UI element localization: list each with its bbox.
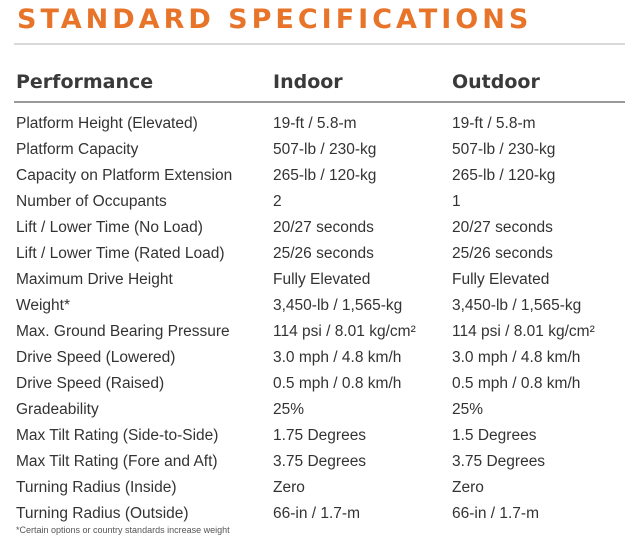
indoor-value: 3.75 Degrees [273, 453, 367, 470]
table-row: Drive Speed (Raised) 0.5 mph / 0.8 km/h 0.… [0, 371, 628, 397]
indoor-value: 2 [273, 193, 282, 210]
spec-label: Max Tilt Rating (Side-to-Side) [16, 427, 219, 444]
spec-label: Drive Speed (Lowered) [16, 349, 176, 366]
outdoor-value: 3,450-lb / 1,565-kg [452, 297, 582, 314]
spec-label: Max Tilt Rating (Fore and Aft) [16, 453, 218, 470]
table-row: Turning Radius (Inside) Zero Zero [0, 475, 628, 501]
page-title: STANDARD SPECIFICATIONS [17, 4, 533, 35]
indoor-value: 25% [273, 401, 305, 418]
spec-label: Capacity on Platform Extension [16, 167, 233, 184]
outdoor-value: 1.5 Degrees [452, 427, 537, 444]
table-row: Drive Speed (Lowered) 3.0 mph / 4.8 km/h 3… [0, 345, 628, 371]
table-row: Lift / Lower Time (Rated Load) 25/26 seco… [0, 241, 628, 267]
outdoor-value: Fully Elevated [452, 271, 550, 288]
footnote: *Certain options or country standards in… [16, 525, 230, 535]
indoor-value: 19-ft / 5.8-m [273, 115, 357, 132]
indoor-value: 265-lb / 120-kg [273, 167, 377, 184]
spec-label: Turning Radius (Inside) [16, 479, 177, 496]
table-row: Weight* 3,450-lb / 1,565-kg 3,450-lb / 1,5… [0, 293, 628, 319]
indoor-value: 0.5 mph / 0.8 km/h [273, 375, 402, 392]
outdoor-value: 25% [452, 401, 484, 418]
spec-label: Platform Height (Elevated) [16, 115, 198, 132]
table-header: Performance Indoor Outdoor [0, 71, 628, 99]
outdoor-value: 507-lb / 230-kg [452, 141, 556, 158]
indoor-value: 3,450-lb / 1,565-kg [273, 297, 403, 314]
table-row: Lift / Lower Time (No Load) 20/27 seconds… [0, 215, 628, 241]
outdoor-value: 3.0 mph / 4.8 km/h [452, 349, 581, 366]
table-row: Platform Height (Elevated) 19-ft / 5.8-m 1… [0, 111, 628, 137]
spec-label: Weight* [16, 297, 70, 314]
table-row: Number of Occupants 2 1 [0, 189, 628, 215]
table-row: Max. Ground Bearing Pressure 114 psi / 8.… [0, 319, 628, 345]
outdoor-value: 66-in / 1.7-m [452, 505, 540, 522]
spec-label: Lift / Lower Time (No Load) [16, 219, 203, 236]
table-row: Capacity on Platform Extension 265-lb / 1… [0, 163, 628, 189]
indoor-value: 66-in / 1.7-m [273, 505, 361, 522]
header-performance: Performance [16, 71, 154, 93]
header-divider [14, 101, 625, 103]
outdoor-value: 0.5 mph / 0.8 km/h [452, 375, 581, 392]
indoor-value: 114 psi / 8.01 kg/cm² [273, 323, 416, 340]
table-row: Turning Radius (Outside) 66-in / 1.7-m 66-… [0, 501, 628, 527]
indoor-value: Zero [273, 479, 305, 496]
header-indoor: Indoor [273, 71, 343, 93]
title-divider [14, 43, 625, 45]
outdoor-value: 25/26 seconds [452, 245, 553, 262]
indoor-value: 25/26 seconds [273, 245, 374, 262]
outdoor-value: 114 psi / 8.01 kg/cm² [452, 323, 595, 340]
spec-label: Gradeability [16, 401, 99, 418]
indoor-value: 20/27 seconds [273, 219, 374, 236]
table-row: Max Tilt Rating (Side-to-Side) 1.75 Degre… [0, 423, 628, 449]
header-outdoor: Outdoor [452, 71, 540, 93]
indoor-value: 3.0 mph / 4.8 km/h [273, 349, 402, 366]
table-row: Gradeability 25% 25% [0, 397, 628, 423]
table-row: Max Tilt Rating (Fore and Aft) 3.75 Degre… [0, 449, 628, 475]
spec-label: Number of Occupants [16, 193, 167, 210]
indoor-value: 507-lb / 230-kg [273, 141, 377, 158]
spec-label: Platform Capacity [16, 141, 139, 158]
spec-label: Lift / Lower Time (Rated Load) [16, 245, 225, 262]
outdoor-value: 265-lb / 120-kg [452, 167, 556, 184]
spec-label: Max. Ground Bearing Pressure [16, 323, 230, 340]
spec-label: Drive Speed (Raised) [16, 375, 165, 392]
table-row: Platform Capacity 507-lb / 230-kg 507-lb /… [0, 137, 628, 163]
indoor-value: Fully Elevated [273, 271, 371, 288]
table-row: Maximum Drive Height Fully Elevated Fully … [0, 267, 628, 293]
outdoor-value: 3.75 Degrees [452, 453, 546, 470]
spec-label: Maximum Drive Height [16, 271, 173, 288]
outdoor-value: 1 [452, 193, 461, 210]
spec-table-body: Platform Height (Elevated) 19-ft / 5.8-m 1… [0, 111, 628, 527]
outdoor-value: 19-ft / 5.8-m [452, 115, 536, 132]
outdoor-value: Zero [452, 479, 484, 496]
spec-label: Turning Radius (Outside) [16, 505, 189, 522]
outdoor-value: 20/27 seconds [452, 219, 553, 236]
indoor-value: 1.75 Degrees [273, 427, 367, 444]
